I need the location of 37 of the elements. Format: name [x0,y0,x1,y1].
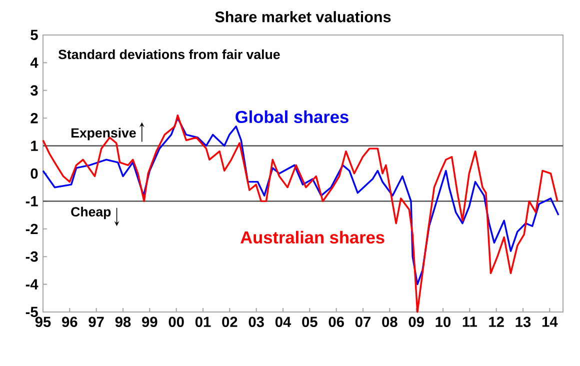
x-tick-label: 98 [115,316,131,328]
series-label: Australian shares [240,230,384,244]
chart-title: Share market valuations [215,11,391,22]
x-tick-label: 03 [248,316,264,328]
ref-line-label: Expensive [71,128,136,140]
annotation: Standard deviations from fair value [58,49,280,60]
y-tick-label: -2 [26,224,38,234]
series-label: Global shares [236,110,348,124]
x-tick-label: 00 [168,316,184,328]
x-tick-label: 01 [195,316,211,328]
y-tick-label: -4 [26,279,38,290]
y-tick-label: -5 [26,306,38,318]
x-tick-label: 13 [516,316,531,328]
x-tick-label: 06 [328,316,344,328]
x-tick-label: 05 [302,316,318,328]
x-tick-label: 96 [62,316,78,328]
x-tick-label: 10 [436,316,451,328]
y-tick-label: -1 [26,196,38,206]
y-tick-label: 4 [30,58,38,68]
ref-line-label: Cheap [71,206,111,220]
x-tick-label: 04 [275,316,292,328]
x-tick-label: 09 [408,316,424,328]
y-tick-label: -3 [26,251,38,262]
x-tick-label: 08 [382,316,398,328]
y-tick-label: 1 [31,140,38,151]
x-tick-label: 07 [355,316,370,328]
x-tick-label: 99 [142,316,158,328]
x-tick-label: 97 [88,316,104,328]
x-tick-label: 95 [35,316,51,328]
x-tick-label: 02 [222,316,238,328]
x-tick-label: 14 [542,316,558,327]
x-tick-label: 12 [489,316,504,327]
y-tick-label: 2 [30,113,38,124]
y-tick-label: 5 [30,30,38,40]
y-tick-label: 0 [30,168,38,179]
x-tick-label: 11 [462,316,477,327]
y-tick-label: 3 [30,85,38,96]
